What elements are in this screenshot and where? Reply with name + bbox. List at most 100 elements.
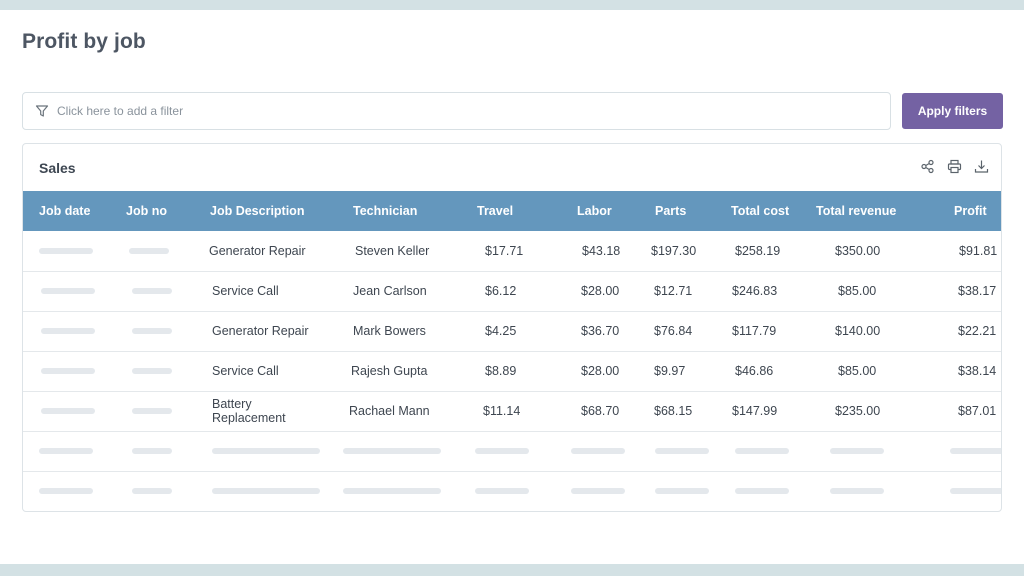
profit-cell: $91.81 (959, 243, 998, 258)
placeholder-bar (655, 448, 709, 454)
parts-cell: $68.15 (654, 404, 693, 418)
placeholder-bar (132, 408, 172, 414)
job-no-cell (124, 391, 202, 431)
page: Profit by job Click here to add a filter… (0, 10, 1024, 564)
column-header-parts[interactable]: Parts (655, 204, 687, 218)
description-cell: Service Call (212, 364, 279, 378)
sales-table: Job date Job no Job Description Technici… (23, 191, 1001, 511)
table-row[interactable]: Service Call Rajesh Gupta $8.89 $28.00 $… (23, 351, 1001, 391)
placeholder-bar (212, 488, 320, 495)
labor-cell: $36.70 (581, 324, 620, 338)
placeholder-bar (571, 448, 625, 454)
placeholder-bar (39, 488, 93, 495)
description-cell: Service Call (212, 284, 279, 298)
placeholder-cell (561, 471, 645, 511)
placeholder-cell (23, 431, 124, 471)
placeholder-bar (830, 448, 884, 454)
total-revenue-cell: $85.00 (838, 364, 877, 378)
technician-cell: Rajesh Gupta (351, 364, 428, 378)
filter-icon (35, 104, 49, 118)
parts-cell: $9.97 (654, 364, 686, 378)
technician-cell: Rachael Mann (349, 404, 430, 418)
placeholder-bar (132, 328, 172, 334)
total-cost-cell: $117.79 (732, 324, 777, 338)
labor-cell: $68.70 (581, 404, 620, 418)
placeholder-row (23, 471, 1001, 511)
profit-cell: $22.21 (958, 324, 997, 338)
apply-filters-button[interactable]: Apply filters (902, 93, 1003, 129)
job-no-cell (124, 351, 202, 391)
table-row[interactable]: Generator Repair Steven Keller $17.71 $4… (23, 231, 1001, 271)
total-cost-cell: $46.86 (735, 364, 774, 378)
job-no-cell (124, 311, 202, 351)
placeholder-cell (727, 471, 810, 511)
labor-cell: $28.00 (581, 364, 620, 378)
column-header-travel[interactable]: Travel (477, 204, 514, 218)
table-row[interactable]: Battery Replacement Rachael Mann $11.14 … (23, 391, 1001, 431)
job-date-cell (23, 311, 124, 351)
labor-cell: $28.00 (581, 284, 620, 298)
card-actions (920, 159, 989, 174)
column-header-labor[interactable]: Labor (577, 204, 612, 218)
parts-cell: $76.84 (654, 324, 693, 338)
placeholder-bar (571, 488, 625, 495)
total-cost-cell: $246.83 (732, 284, 778, 298)
travel-cell: $6.12 (485, 284, 517, 298)
column-header-job-description[interactable]: Job Description (210, 204, 305, 218)
placeholder-bar (475, 488, 529, 495)
labor-cell: $43.18 (582, 243, 621, 258)
column-header-total-revenue[interactable]: Total revenue (816, 204, 897, 218)
column-header-profit[interactable]: Profit (954, 204, 987, 218)
job-date-cell (23, 271, 124, 311)
placeholder-cell (124, 471, 202, 511)
total-revenue-cell: $235.00 (835, 404, 881, 418)
profit-cell: $38.14 (958, 364, 997, 378)
travel-cell: $8.89 (485, 364, 517, 378)
placeholder-bar (343, 488, 441, 495)
sales-card: Sales Job date Job no Job Description (22, 143, 1002, 512)
placeholder-bar (41, 288, 95, 294)
table-header-row: Job date Job no Job Description Technici… (23, 191, 1001, 231)
placeholder-bar (132, 368, 172, 374)
placeholder-bar (129, 247, 169, 254)
parts-cell: $12.71 (654, 284, 693, 298)
placeholder-bar (39, 448, 93, 454)
placeholder-bar (41, 408, 95, 414)
placeholder-cell (561, 431, 645, 471)
parts-cell: $197.30 (651, 243, 697, 258)
placeholder-cell (23, 471, 124, 511)
placeholder-cell (810, 471, 930, 511)
description-cell: Generator Repair (209, 243, 306, 258)
column-header-technician[interactable]: Technician (353, 204, 418, 218)
print-icon[interactable] (947, 159, 962, 174)
column-header-job-date[interactable]: Job date (39, 204, 91, 218)
placeholder-bar (735, 488, 789, 495)
share-icon[interactable] (920, 159, 935, 174)
job-date-cell (23, 351, 124, 391)
placeholder-bar (132, 288, 172, 294)
column-header-total-cost[interactable]: Total cost (731, 204, 790, 218)
technician-cell: Jean Carlson (353, 284, 427, 298)
placeholder-cell (645, 471, 727, 511)
table-row[interactable]: Service Call Jean Carlson $6.12 $28.00 $… (23, 271, 1001, 311)
column-header-job-no[interactable]: Job no (126, 204, 167, 218)
placeholder-bar (41, 328, 95, 334)
total-revenue-cell: $350.00 (835, 243, 881, 258)
placeholder-bar (132, 488, 172, 495)
placeholder-bar (655, 488, 709, 495)
placeholder-bar (132, 448, 172, 454)
filter-input[interactable]: Click here to add a filter (22, 92, 891, 130)
placeholder-cell (810, 431, 930, 471)
profit-cell: $87.01 (958, 404, 997, 418)
table-row[interactable]: Generator Repair Mark Bowers $4.25 $36.7… (23, 311, 1001, 351)
job-date-cell (23, 231, 124, 271)
job-no-cell (124, 271, 202, 311)
placeholder-cell (459, 431, 561, 471)
travel-cell: $11.14 (483, 404, 521, 418)
placeholder-cell (645, 431, 727, 471)
download-icon[interactable] (974, 159, 989, 174)
placeholder-bar (950, 448, 1001, 454)
placeholder-cell (341, 471, 459, 511)
placeholder-bar (343, 448, 441, 454)
total-cost-cell: $147.99 (732, 404, 778, 418)
